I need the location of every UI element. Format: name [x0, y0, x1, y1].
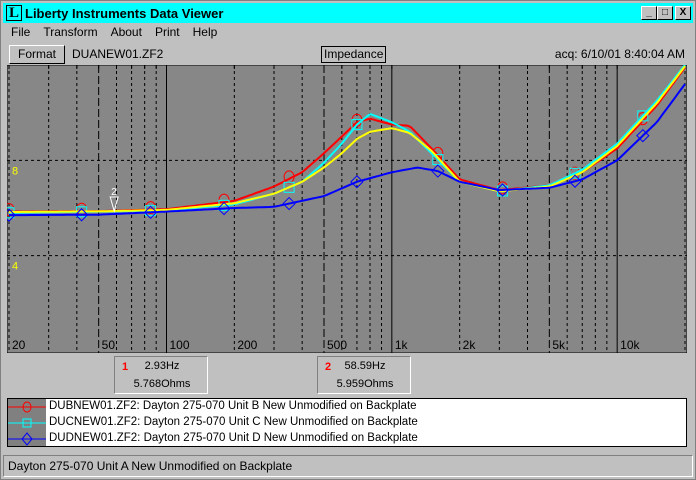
legend-label: DUBNEW01.ZF2: Dayton 275-070 Unit B New … — [49, 400, 417, 412]
cursor-1-frequency: 2.93Hz — [144, 360, 180, 372]
square-marker-icon — [8, 418, 46, 428]
cursor-2-frequency: 58.59Hz — [344, 360, 386, 372]
cursor-1-id: 1 — [122, 361, 129, 373]
circle-marker — [283, 170, 295, 184]
menu-file[interactable]: File — [11, 25, 31, 39]
square-marker — [351, 119, 363, 131]
legend-item[interactable]: DUDNEW01.ZF2: Dayton 275-070 Unit D New … — [8, 431, 686, 447]
menu-print[interactable]: Print — [154, 25, 180, 39]
plot-background — [7, 65, 687, 353]
measurement-mode-label[interactable]: Impedance — [321, 46, 387, 63]
legend-label: DUCNEW01.ZF2: Dayton 275-070 Unit C New … — [49, 416, 418, 428]
x-tick-label: 20 — [12, 338, 26, 352]
legend-label: DUDNEW01.ZF2: Dayton 275-070 Unit D New … — [49, 432, 418, 444]
cursor-1-readout: 1 2.93Hz 5.768Ohms — [114, 356, 208, 394]
x-tick-label: 10k — [620, 338, 640, 352]
close-button[interactable]: X — [675, 6, 691, 20]
square-marker — [637, 110, 649, 122]
cursor-2-value: 5.959Ohms — [336, 378, 394, 390]
menu-bar: File Transform About Print Help — [3, 23, 222, 41]
series-line-unit-a — [8, 65, 686, 214]
legend-item[interactable]: DUBNEW01.ZF2: Dayton 275-070 Unit B New … — [8, 399, 686, 415]
cursor-2-marker-label: 2 — [111, 187, 117, 198]
series-line-unit-d — [9, 83, 686, 217]
diamond-marker — [217, 201, 231, 216]
window-title: Liberty Instruments Data Viewer — [25, 5, 224, 21]
acquisition-timestamp: acq: 6/10/01 8:40:04 AM — [554, 47, 685, 61]
cursor-1-value: 5.768Ohms — [133, 378, 191, 390]
circle-marker-icon — [8, 401, 46, 413]
title-bar: L Liberty Instruments Data Viewer _ □ X — [3, 3, 693, 23]
cursor-2-id: 2 — [325, 361, 332, 373]
status-bar: Dayton 275-070 Unit A New Unmodified on … — [3, 455, 693, 477]
current-filename: DUANEW01.ZF2 — [72, 47, 164, 61]
legend: DUBNEW01.ZF2: Dayton 275-070 Unit B New … — [7, 398, 687, 447]
x-tick-label: 200 — [237, 338, 257, 352]
diamond-marker — [282, 196, 296, 211]
square-marker — [283, 181, 295, 193]
menu-transform[interactable]: Transform — [43, 25, 98, 39]
diamond-marker — [7, 208, 16, 222]
diamond-marker — [495, 183, 510, 197]
app-logo-icon: L — [6, 5, 22, 21]
x-tick-label: 100 — [170, 338, 190, 352]
format-button[interactable]: Format — [9, 45, 65, 64]
menu-about[interactable]: About — [110, 25, 142, 39]
y-tick-label: 4 — [12, 261, 18, 273]
legend-item[interactable]: DUCNEW01.ZF2: Dayton 275-070 Unit C New … — [8, 415, 686, 431]
x-tick-label: 2k — [463, 338, 477, 352]
x-tick-label: 5k — [552, 338, 566, 352]
diamond-marker — [74, 208, 89, 222]
diamond-marker — [568, 174, 582, 188]
cursor-2-readout: 2 58.59Hz 5.959Ohms — [317, 356, 411, 394]
diamond-marker — [350, 175, 364, 189]
diamond-marker-icon — [8, 432, 46, 446]
x-tick-label: 500 — [327, 338, 347, 352]
diamond-marker — [143, 205, 158, 220]
menu-help[interactable]: Help — [192, 25, 218, 39]
cursor-2-marker-icon — [109, 196, 119, 213]
x-tick-label: 1k — [395, 338, 409, 352]
diamond-marker — [431, 164, 445, 178]
diamond-marker — [636, 128, 650, 143]
impedance-plot[interactable]: 8 4 20 50 100 200 500 1k 2k 5k 10k 2 — [7, 65, 687, 353]
maximize-button[interactable]: □ — [657, 6, 673, 20]
x-tick-label: 50 — [102, 338, 116, 352]
minimize-button[interactable]: _ — [641, 6, 657, 20]
y-tick-label: 8 — [12, 165, 18, 177]
